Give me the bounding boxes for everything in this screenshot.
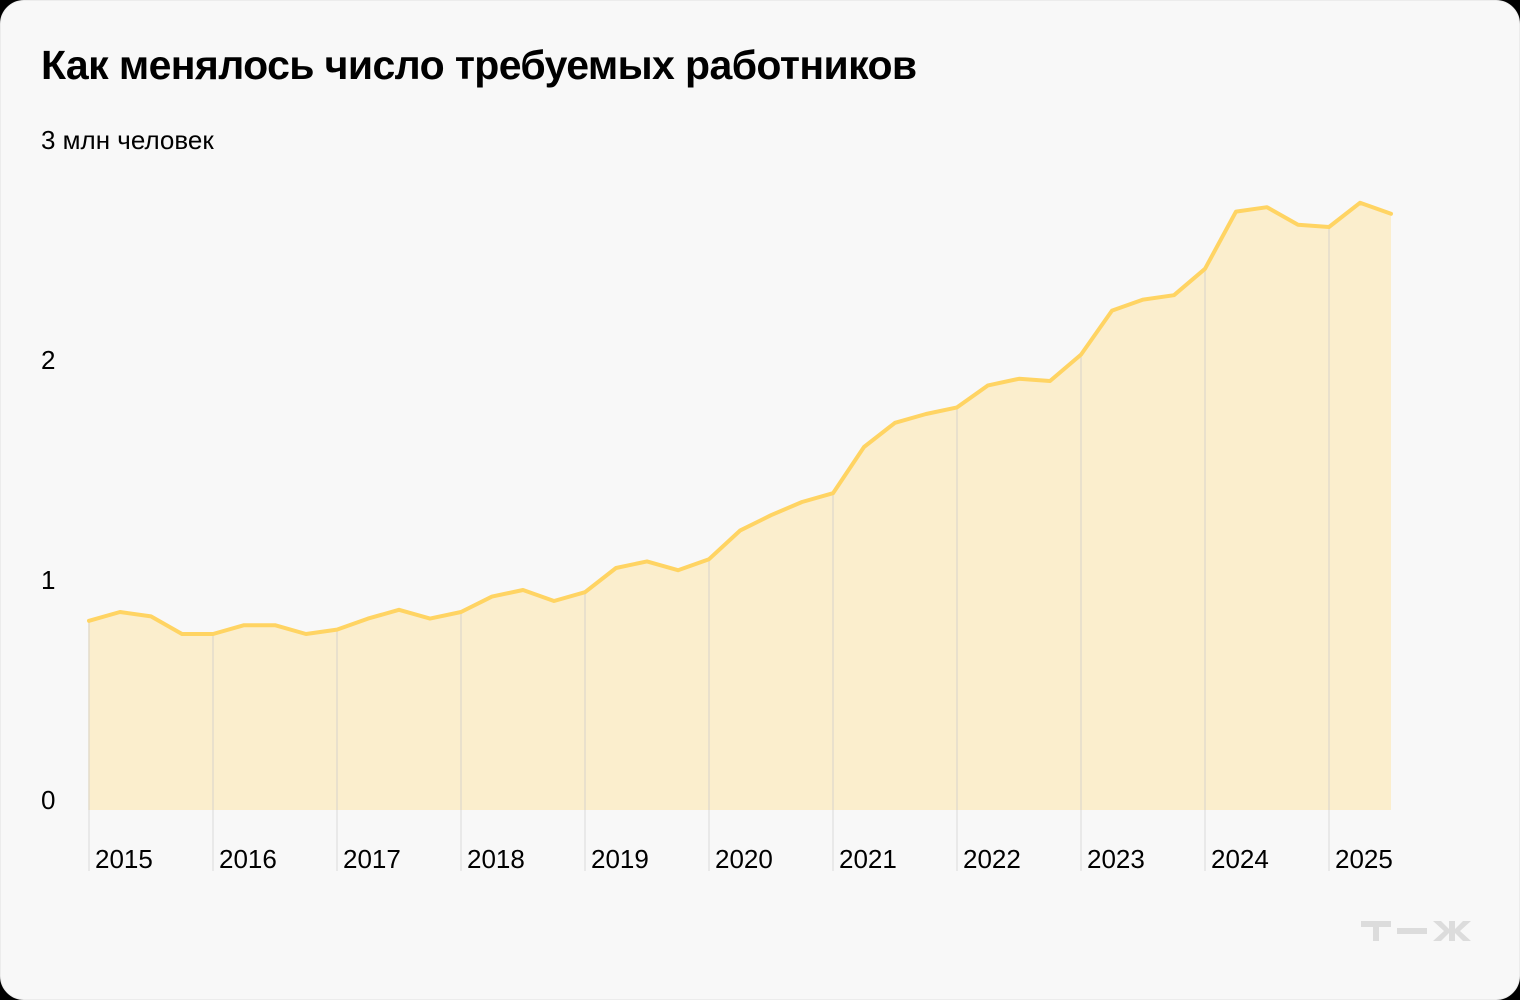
area-fill (89, 202, 1391, 811)
data-line (87, 200, 1393, 636)
x-tick-label-2024: 2024 (1211, 844, 1269, 874)
x-tick-label-2023: 2023 (1087, 844, 1145, 874)
year-gridlines-outside (88, 810, 1330, 871)
x-tick-label-2022: 2022 (963, 844, 1021, 874)
y-tick-label-3: 3 млн человек (41, 125, 214, 155)
y-tick-label-0: 0 (41, 785, 56, 815)
y-tick-label-2: 2 (41, 345, 56, 375)
x-tick-label-2025: 2025 (1335, 844, 1393, 874)
x-tick-label-2016: 2016 (219, 844, 277, 874)
x-tick-label-2019: 2019 (591, 844, 649, 874)
chart-title: Как менялось число требуемых работников (41, 42, 917, 88)
x-tick-label-2017: 2017 (343, 844, 401, 874)
year-gridlines (88, 227, 1330, 810)
y-tick-label-1: 1 (41, 565, 56, 595)
x-tick-label-2015: 2015 (95, 844, 153, 874)
x-tick-label-2021: 2021 (839, 844, 897, 874)
x-tick-label-2018: 2018 (467, 844, 525, 874)
tzh-logo-icon (1361, 921, 1471, 941)
x-tick-label-2020: 2020 (715, 844, 773, 874)
